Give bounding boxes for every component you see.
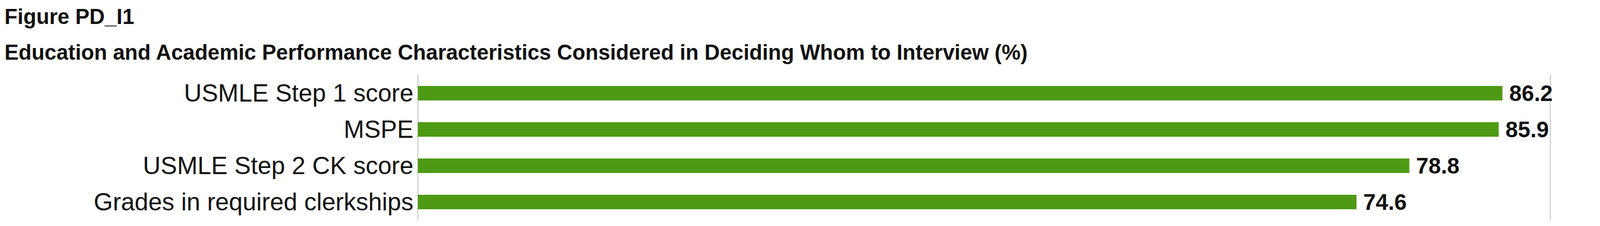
svg-text:78.8: 78.8	[1416, 153, 1460, 179]
svg-text:Grades in required clerkships: Grades in required clerkships	[93, 188, 414, 216]
html-text:Education and Academic Perform: Education and Academic Performance Chara…	[4, 40, 1028, 65]
html-text:Figure PD_I1: Figure PD_I1	[4, 5, 135, 29]
svg-text:74.6: 74.6	[1363, 189, 1407, 215]
svg-text:86.2: 86.2	[1508, 81, 1553, 106]
svg-text:USMLE Step 2 CK score: USMLE Step 2 CK score	[143, 151, 414, 180]
svg-text:USMLE Step 1 score: USMLE Step 1 score	[183, 79, 414, 107]
svg-text:85.9: 85.9	[1505, 117, 1550, 142]
svg-text:MSPE: MSPE	[343, 115, 414, 144]
